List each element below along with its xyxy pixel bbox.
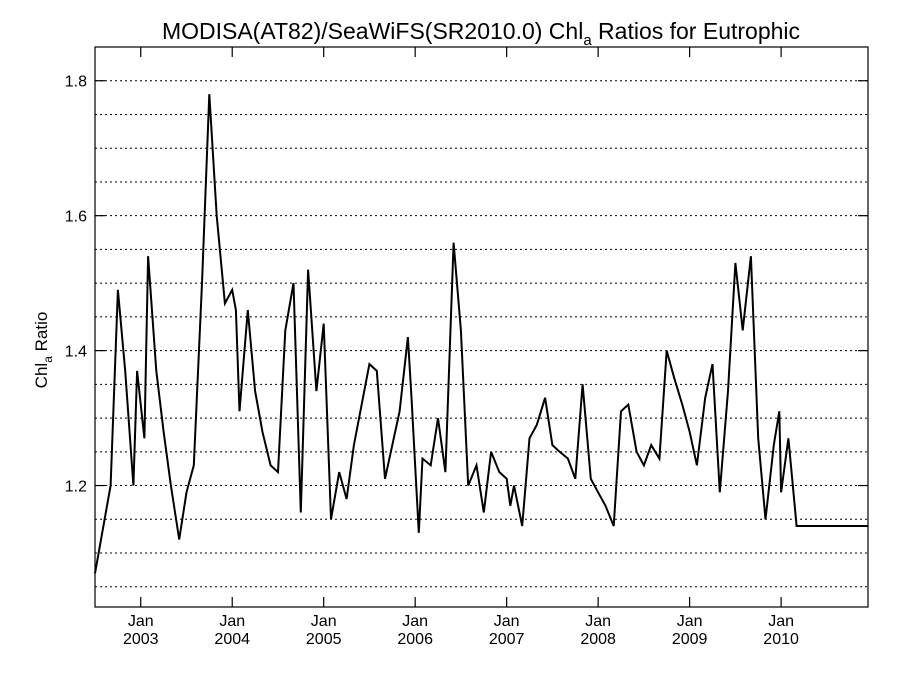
x-tick-year-label: 2008 [580, 631, 616, 648]
y-axis-label-main: Chl [32, 363, 51, 389]
x-tick-year-label: 2007 [489, 631, 525, 648]
x-tick-year-label: 2006 [397, 631, 433, 648]
y-tick-label: 1.2 [65, 479, 87, 496]
plot-frame [94, 46, 869, 608]
chart-title-suffix: Ratios for Eutrophic [592, 18, 800, 44]
x-tick-month-label: Jan [219, 613, 245, 630]
y-tick-label: 1.8 [65, 74, 87, 91]
x-tick-year-label: 2003 [123, 631, 159, 648]
x-tick-year-label: 2010 [763, 631, 799, 648]
x-tick-month-label: Jan [402, 613, 428, 630]
y-axis-label: Chla Ratio [32, 312, 55, 389]
x-tick-year-label: 2004 [214, 631, 250, 648]
y-axis-ticks: 1.2 1.4 1.6 1.8 [65, 74, 868, 496]
x-tick-year-label: 2009 [672, 631, 708, 648]
y-axis-label-subscript: a [41, 356, 55, 363]
chart-title: MODISA(AT82)/SeaWiFS(SR2010.0) Chla Rati… [162, 18, 800, 49]
x-axis-ticks: Jan2003Jan2004Jan2005Jan2006Jan2007Jan20… [123, 47, 799, 648]
chart-title-subscript: a [583, 32, 592, 49]
chart-title-prefix: MODISA(AT82)/SeaWiFS(SR2010.0) Chl [162, 18, 583, 44]
x-tick-month-label: Jan [128, 613, 154, 630]
y-tick-label: 1.4 [65, 344, 87, 361]
y-tick-label: 1.6 [65, 209, 87, 226]
x-tick-month-label: Jan [494, 613, 520, 630]
series-layer [94, 94, 868, 574]
x-tick-month-label: Jan [677, 613, 703, 630]
x-tick-month-label: Jan [768, 613, 794, 630]
x-tick-month-label: Jan [311, 613, 337, 630]
x-tick-month-label: Jan [585, 613, 611, 630]
series-line [94, 94, 868, 574]
grid-lines [95, 80, 868, 588]
x-tick-year-label: 2005 [306, 631, 342, 648]
y-axis-label-suffix: Ratio [32, 312, 51, 356]
